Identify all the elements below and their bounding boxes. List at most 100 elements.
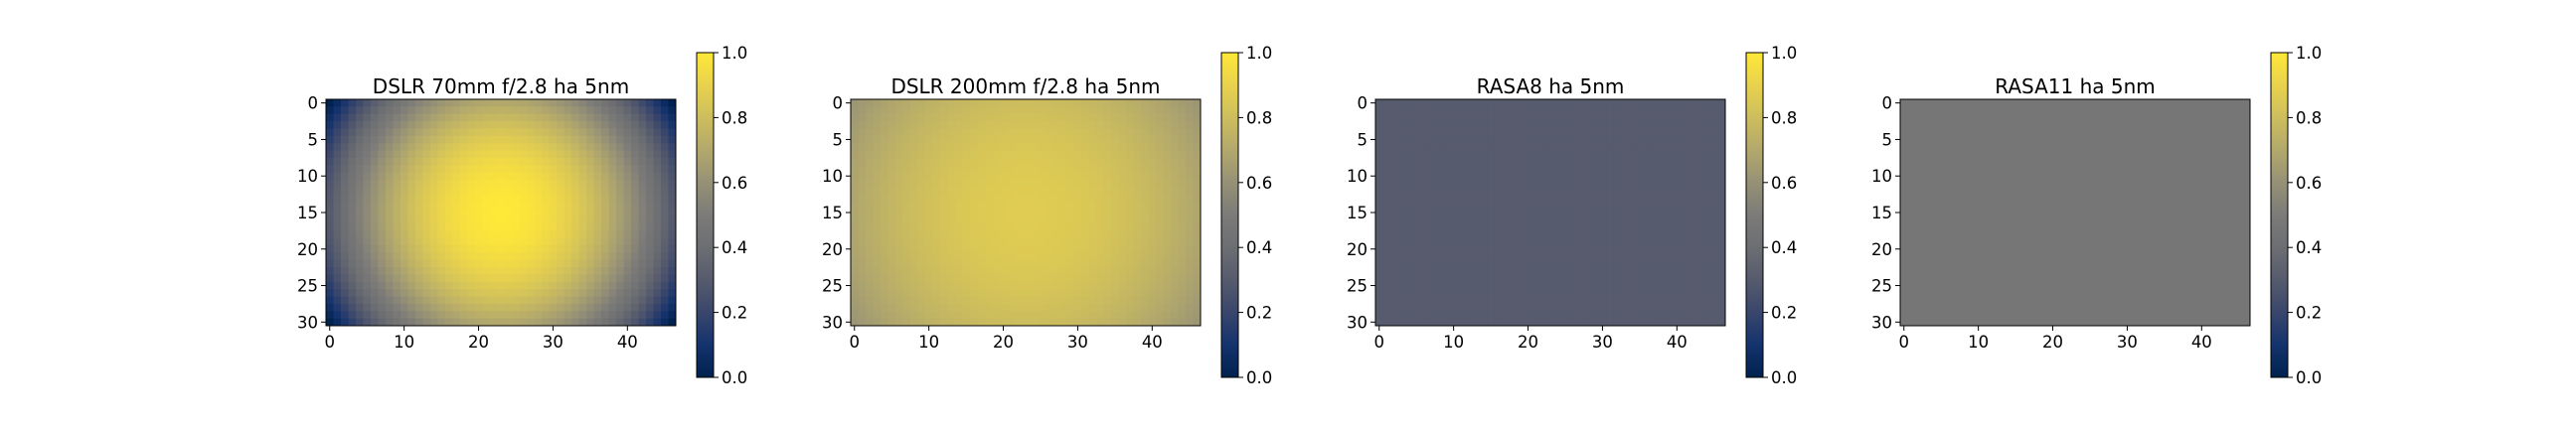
heatmap-cell xyxy=(348,259,357,268)
heatmap-cell xyxy=(1651,289,1660,298)
heatmap-cell xyxy=(1517,311,1526,320)
heatmap-cell xyxy=(1959,157,1968,166)
heatmap-cell xyxy=(2138,113,2147,122)
heatmap-cell xyxy=(1673,121,1682,130)
heatmap-cell xyxy=(1081,274,1090,283)
heatmap-cell xyxy=(340,267,350,276)
heatmap-cell xyxy=(969,165,978,174)
heatmap-cell xyxy=(1959,165,1968,174)
heatmap-cell xyxy=(1710,318,1719,326)
heatmap-cell xyxy=(2078,99,2087,107)
heatmap-cell xyxy=(2004,128,2012,137)
heatmap-cell xyxy=(1427,172,1436,181)
heatmap-cell xyxy=(1457,150,1466,159)
heatmap-cell xyxy=(1606,187,1615,196)
heatmap-cell xyxy=(1382,245,1391,254)
heatmap-cell xyxy=(924,165,933,174)
heatmap-cell xyxy=(999,99,1008,107)
heatmap-cell xyxy=(894,311,904,320)
heatmap-cell xyxy=(1464,303,1473,312)
heatmap-cell xyxy=(999,201,1008,210)
heatmap-cell xyxy=(992,296,1001,305)
heatmap-cell xyxy=(984,194,993,203)
heatmap-cell xyxy=(504,165,513,174)
heatmap-cell xyxy=(1126,121,1135,130)
heatmap-cell xyxy=(1412,113,1421,122)
heatmap-cell xyxy=(549,106,558,115)
heatmap-cell xyxy=(999,237,1008,246)
heatmap-cell xyxy=(962,237,971,246)
heatmap-cell xyxy=(954,296,963,305)
heatmap-cell xyxy=(497,303,506,312)
heatmap-cell xyxy=(1141,99,1150,107)
heatmap-cell xyxy=(2161,143,2170,152)
heatmap-cell xyxy=(917,209,926,217)
heatmap-cell xyxy=(1178,135,1187,144)
heatmap-cell xyxy=(437,165,446,174)
heatmap-cell xyxy=(1103,179,1112,188)
heatmap-cell xyxy=(2026,106,2035,115)
heatmap-cell xyxy=(969,201,978,210)
heatmap-cell xyxy=(1442,106,1451,115)
heatmap-cell xyxy=(1568,289,1577,298)
heatmap-cell xyxy=(512,209,521,217)
heatmap-cell xyxy=(939,201,948,210)
heatmap-cell xyxy=(407,230,416,239)
heatmap-cell xyxy=(1643,106,1652,115)
heatmap-cell xyxy=(1066,289,1075,298)
heatmap-cell xyxy=(378,179,387,188)
heatmap-cell xyxy=(355,209,365,217)
heatmap-cell xyxy=(1133,274,1142,283)
heatmap-cell xyxy=(1546,267,1555,276)
heatmap-cell xyxy=(1193,318,1201,326)
heatmap-cell xyxy=(858,128,867,137)
heatmap-cell xyxy=(1717,303,1725,312)
heatmap-cell xyxy=(1487,150,1496,159)
heatmap-cell xyxy=(1029,150,1038,159)
heatmap-cell xyxy=(2138,121,2147,130)
heatmap-cell xyxy=(631,281,640,290)
heatmap-cell xyxy=(519,274,528,283)
heatmap-cell xyxy=(1974,172,1983,181)
heatmap-cell xyxy=(1397,252,1406,261)
heatmap-cell xyxy=(407,99,416,107)
heatmap-cell xyxy=(1531,187,1540,196)
heatmap-cell xyxy=(1118,289,1127,298)
heatmap-cell xyxy=(467,215,476,224)
heatmap-cell xyxy=(467,281,476,290)
heatmap-cell xyxy=(1457,267,1466,276)
heatmap-cell xyxy=(1688,259,1696,268)
heatmap-cell xyxy=(1434,179,1443,188)
heatmap-cell xyxy=(2168,143,2176,152)
heatmap-cell xyxy=(661,296,670,305)
heatmap-cell xyxy=(2138,135,2147,144)
heatmap-cell xyxy=(1561,215,1570,224)
heatmap-cell xyxy=(2012,143,2020,152)
heatmap-cell xyxy=(1382,209,1391,217)
heatmap-cell xyxy=(601,237,610,246)
heatmap-cell xyxy=(2041,113,2050,122)
heatmap-cell xyxy=(1710,252,1719,261)
heatmap-cell xyxy=(646,135,655,144)
heatmap-cell xyxy=(444,121,453,130)
heatmap-cell xyxy=(1442,215,1451,224)
heatmap-cell xyxy=(378,259,387,268)
heatmap-cell xyxy=(414,113,423,122)
heatmap-cell xyxy=(1666,318,1675,326)
heatmap-cell xyxy=(909,259,918,268)
heatmap-cell xyxy=(2212,128,2221,137)
heatmap-cell xyxy=(1103,209,1112,217)
heatmap-cell xyxy=(1051,150,1060,159)
heatmap-cell xyxy=(407,281,416,290)
heatmap-cell xyxy=(1583,179,1592,188)
heatmap-cell xyxy=(422,296,431,305)
heatmap-cell xyxy=(894,318,904,326)
heatmap-cell xyxy=(1688,201,1696,210)
heatmap-cell xyxy=(902,157,911,166)
heatmap-cell xyxy=(939,296,948,305)
heatmap-cell xyxy=(1111,230,1120,239)
heatmap-cell xyxy=(2018,99,2027,107)
heatmap-cell xyxy=(1479,281,1488,290)
heatmap-cell xyxy=(1621,267,1630,276)
heatmap-cell xyxy=(1472,106,1481,115)
